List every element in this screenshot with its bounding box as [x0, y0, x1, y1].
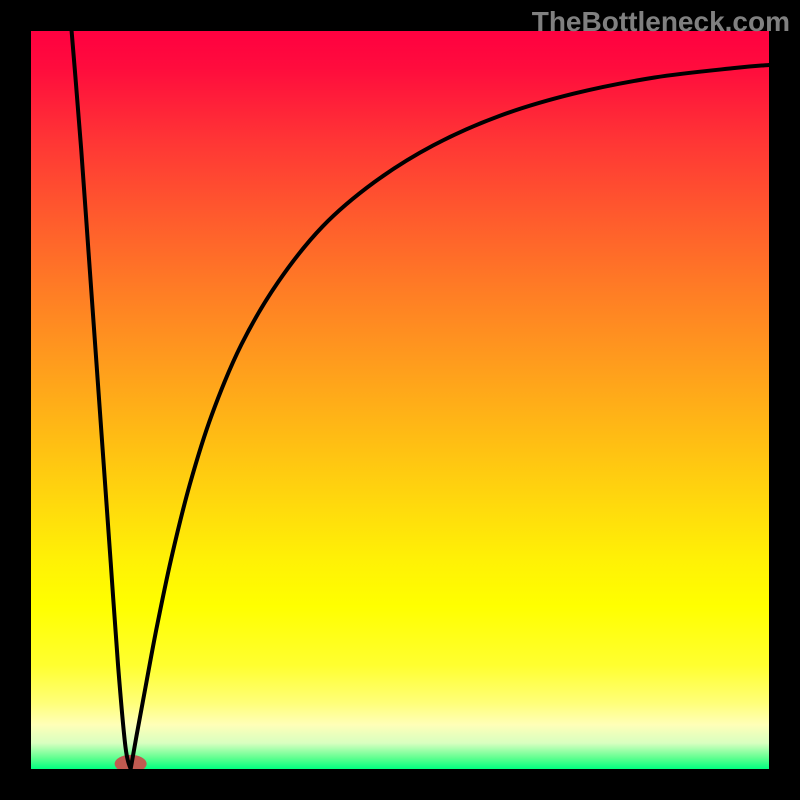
- gradient-background: [31, 31, 769, 769]
- plot-area: [31, 31, 769, 769]
- watermark-text: TheBottleneck.com: [532, 6, 790, 38]
- plot-svg: [31, 31, 769, 769]
